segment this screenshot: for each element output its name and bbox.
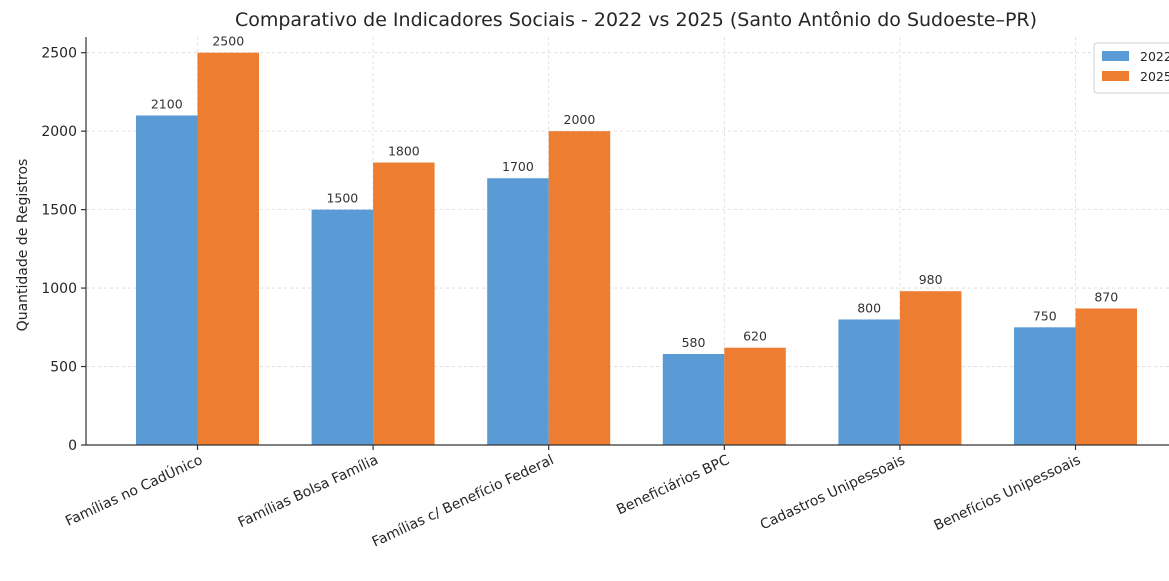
- x-category-label: Famílias c/ Benefício Federal: [370, 452, 557, 550]
- legend-label-2022: 2022: [1140, 49, 1169, 64]
- bar-2022: [487, 178, 549, 445]
- legend: 2022 2025: [1093, 42, 1169, 94]
- y-tick-label: 1500: [41, 203, 77, 219]
- bar-value-label: 750: [1033, 308, 1057, 323]
- bar-2025: [724, 347, 786, 445]
- bar-2022: [838, 319, 900, 445]
- bar-value-label: 980: [919, 272, 943, 287]
- y-tick-label: 0: [68, 438, 77, 454]
- bar-value-label: 800: [857, 300, 881, 315]
- y-axis-label: Quantidade de Registros: [15, 159, 31, 332]
- bar-value-label: 2100: [151, 96, 183, 111]
- y-tick-label: 1000: [41, 281, 77, 297]
- y-tick-label: 500: [50, 360, 77, 376]
- bar-value-label: 1500: [326, 191, 358, 206]
- bars: [136, 52, 1137, 446]
- x-category-label: Benefícios Unipessoais: [932, 452, 1084, 534]
- bar-value-label: 2000: [564, 112, 596, 127]
- x-category-label: Beneficiários BPC: [614, 452, 732, 518]
- bar-value-label: 1700: [502, 159, 534, 174]
- y-tick-label: 2000: [41, 124, 77, 140]
- bar-2025: [899, 291, 962, 445]
- chart-title: Comparativo de Indicadores Sociais - 202…: [235, 9, 1037, 31]
- bar-2025: [1075, 308, 1137, 445]
- bar-2025: [373, 162, 435, 446]
- x-category-label: Cadastros Unipessoais: [758, 452, 908, 533]
- y-tick-label: 2500: [41, 46, 77, 62]
- legend-label-2025: 2025: [1140, 69, 1169, 84]
- bar-2025: [197, 52, 259, 445]
- bar-2022: [136, 115, 198, 445]
- bar-2022: [311, 209, 374, 445]
- grid: [86, 37, 1169, 446]
- bar-value-label: 870: [1094, 289, 1118, 304]
- bar-value-label: 2500: [212, 34, 244, 49]
- legend-swatch-2025: [1102, 71, 1129, 81]
- x-category-label: Famílias no CadÚnico: [62, 450, 205, 529]
- bar-value-label: 620: [743, 329, 767, 344]
- legend-swatch-2022: [1102, 51, 1129, 61]
- bar-value-label: 1800: [388, 144, 420, 159]
- bar-2022: [662, 353, 725, 445]
- bar-2022: [1014, 327, 1076, 445]
- axes: [81, 37, 1169, 450]
- bar-2025: [548, 131, 611, 445]
- bar-value-label: 580: [682, 335, 706, 350]
- x-category-label: Famílias Bolsa Família: [236, 452, 381, 531]
